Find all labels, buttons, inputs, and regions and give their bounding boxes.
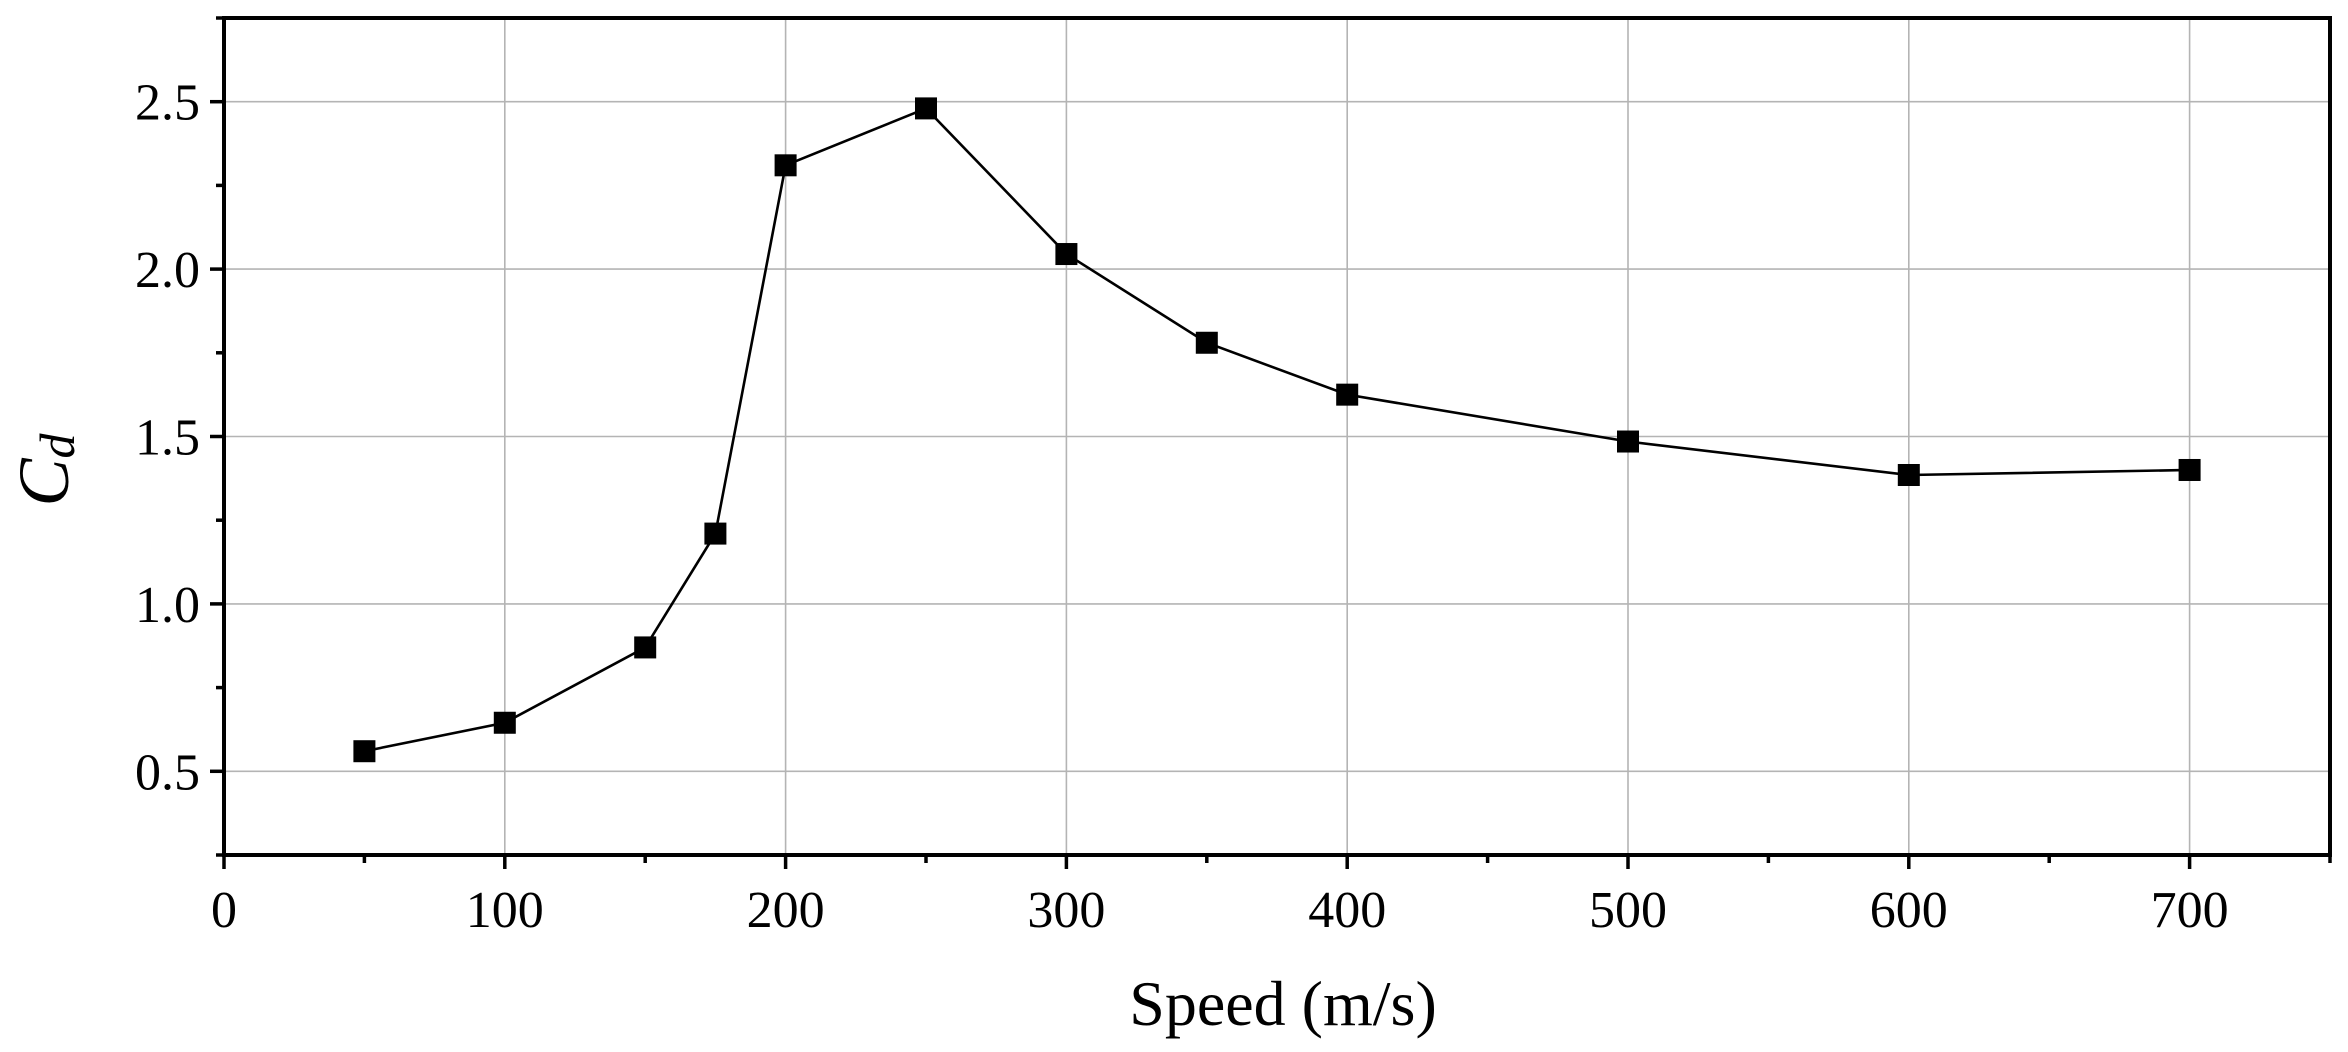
- data-point: [1336, 383, 1359, 406]
- data-series: [353, 97, 2201, 763]
- data-point: [493, 711, 516, 734]
- x-tick-label: 600: [1870, 882, 1948, 939]
- y-axis-title-main: C: [4, 458, 84, 507]
- series-line: [364, 106, 2190, 753]
- y-axis-title: Cd: [4, 432, 85, 506]
- data-point: [1195, 331, 1218, 354]
- x-tick-label: 400: [1308, 882, 1386, 939]
- data-point: [774, 154, 797, 177]
- x-tick-label: 0: [211, 882, 237, 939]
- x-tick-labels: 0 100 200 300 400 500 600 700: [211, 882, 2229, 939]
- x-tick-label: 200: [747, 882, 825, 939]
- data-point: [1617, 430, 1639, 453]
- y-tick-label: 2.0: [135, 242, 200, 299]
- data-point: [2178, 458, 2201, 481]
- data-point: [353, 740, 376, 763]
- x-tick-label: 300: [1027, 882, 1105, 939]
- y-tick-label: 1.0: [135, 577, 200, 634]
- data-point: [1897, 464, 1920, 487]
- data-point: [704, 522, 727, 545]
- data-point: [915, 97, 937, 120]
- gridlines: [224, 18, 2330, 855]
- x-tick-label: 500: [1589, 882, 1667, 939]
- axis-ticks: [210, 16, 2332, 869]
- y-tick-labels: 0.5 1.0 1.5 2.0 2.5: [135, 75, 200, 802]
- y-axis-title-sub: d: [29, 432, 85, 458]
- x-tick-label: 700: [2151, 882, 2229, 939]
- data-point: [1055, 243, 1078, 266]
- x-axis-title: Speed (m/s): [1129, 968, 1437, 1039]
- y-tick-label: 1.5: [135, 410, 200, 467]
- y-tick-label: 0.5: [135, 744, 200, 801]
- y-tick-label: 2.5: [135, 75, 200, 132]
- x-tick-label: 100: [466, 882, 544, 939]
- data-point: [634, 636, 657, 659]
